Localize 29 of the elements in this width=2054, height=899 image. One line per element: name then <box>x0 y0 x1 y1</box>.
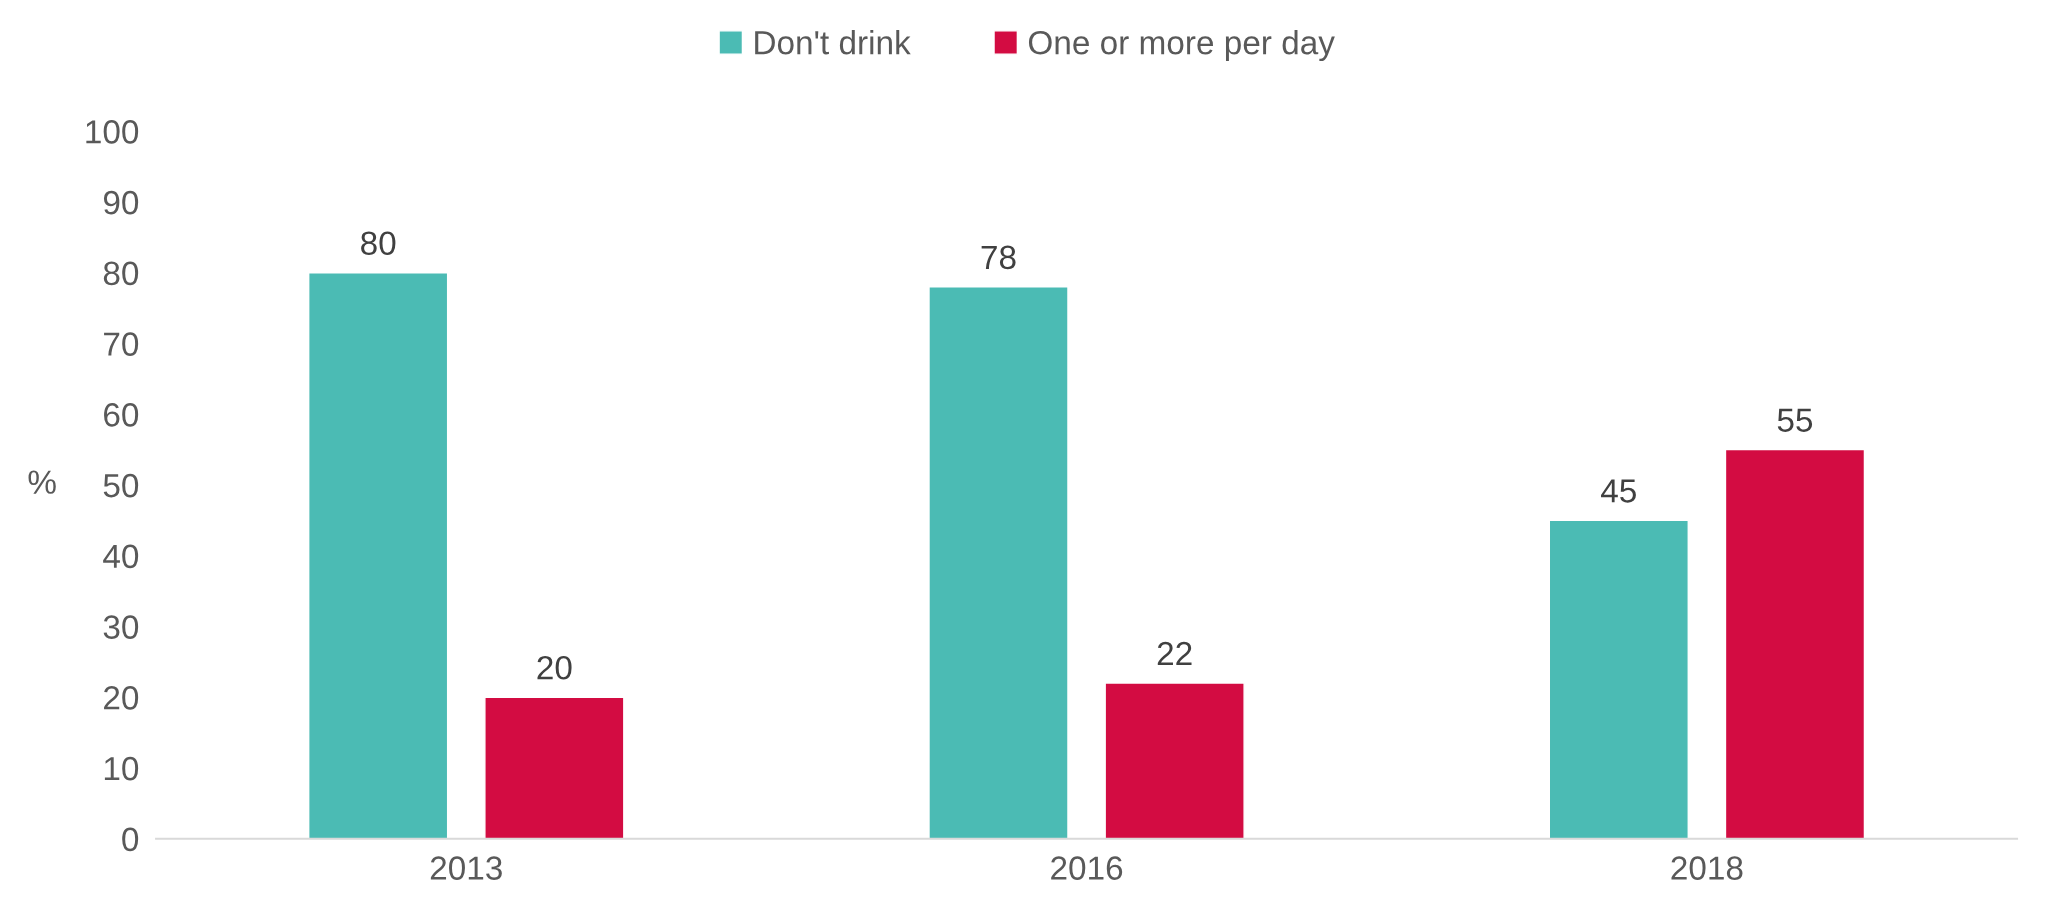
data-label: 20 <box>537 655 572 680</box>
data-label: 45 <box>1601 479 1636 503</box>
y-tick-label: 10 <box>104 756 139 781</box>
y-tick-label: 30 <box>103 615 139 639</box>
y-tick-label: 70 <box>104 332 139 356</box>
y-tick-label: 20 <box>104 686 139 710</box>
bar <box>1104 682 1245 839</box>
bar <box>308 272 449 839</box>
bar <box>1548 519 1689 839</box>
legend-label: One or more per day <box>1028 30 1335 62</box>
y-tick-label: 80 <box>103 261 139 286</box>
data-label: 55 <box>1777 408 1813 432</box>
y-tick-label: 0 <box>122 827 139 852</box>
bar <box>1724 448 1866 839</box>
x-tick-label: 2016 <box>1051 856 1123 880</box>
legend-label: Don't drink <box>755 30 911 55</box>
y-tick-label: 100 <box>86 120 139 144</box>
y-tick-label: 60 <box>104 403 139 427</box>
y-axis-title: % <box>28 470 56 494</box>
x-tick-label: 2013 <box>430 856 502 880</box>
data-label: 78 <box>981 245 1016 270</box>
data-label: 22 <box>1157 641 1192 666</box>
x-tick-label: 2018 <box>1671 856 1743 880</box>
y-tick-label: 90 <box>103 190 139 215</box>
bar <box>928 286 1069 839</box>
data-label: 80 <box>361 231 396 256</box>
bar <box>484 696 625 839</box>
y-tick-label: 40 <box>103 544 139 569</box>
y-tick-label: 50 <box>103 473 139 498</box>
